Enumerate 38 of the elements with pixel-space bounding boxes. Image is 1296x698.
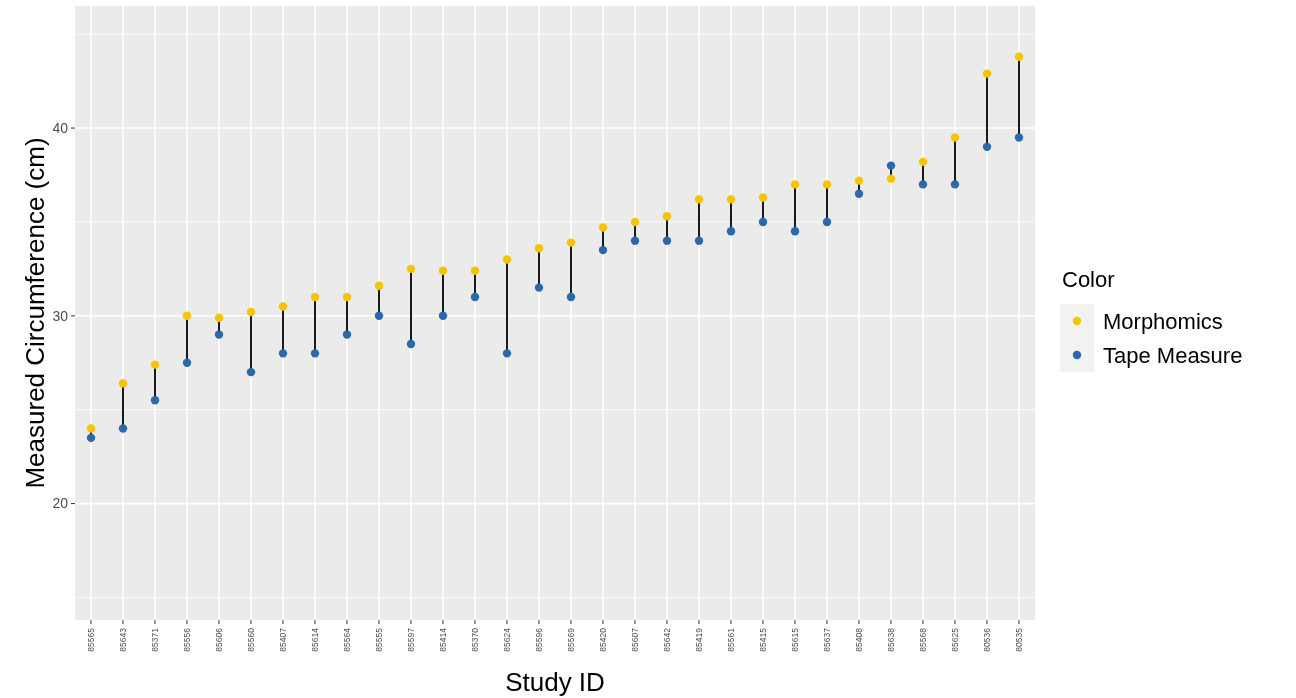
x-tick-label: 85568 <box>917 627 928 652</box>
x-tick-label: 80536 <box>981 627 992 652</box>
y-tick-label: 30 <box>52 307 69 324</box>
x-tick-label: 85408 <box>853 627 864 652</box>
x-tick-label: 80535 <box>1013 627 1024 652</box>
x-tick-label: 85643 <box>117 627 128 652</box>
y-axis-title: Measured Circumference (cm) <box>20 137 50 489</box>
legend-label: Morphomics <box>1103 308 1223 334</box>
x-tick-label: 85614 <box>309 627 320 652</box>
x-tick-label: 85607 <box>629 627 640 652</box>
x-tick-label: 85415 <box>757 627 768 652</box>
x-tick-label: 85606 <box>213 627 224 652</box>
x-tick-label: 85638 <box>885 627 896 652</box>
x-tick-label: 85555 <box>373 627 384 652</box>
x-tick-label: 85407 <box>277 627 288 652</box>
x-tick-label: 85597 <box>405 627 416 652</box>
x-tick-label: 85414 <box>437 627 448 652</box>
y-tick-label: 40 <box>52 119 69 136</box>
x-tick-label: 85637 <box>821 627 832 652</box>
x-tick-label: 85625 <box>949 627 960 652</box>
x-tick-label: 85569 <box>565 627 576 652</box>
x-tick-label: 85560 <box>245 627 256 652</box>
x-tick-label: 85419 <box>693 627 704 652</box>
x-tick-label: 85642 <box>661 627 672 652</box>
x-axis-title: Study ID <box>505 667 605 697</box>
x-tick-label: 85556 <box>181 627 192 652</box>
x-tick-label: 85564 <box>341 627 352 652</box>
legend-label: Tape Measure <box>1103 342 1243 368</box>
x-tick-label: 85561 <box>725 627 736 652</box>
x-tick-label: 85565 <box>85 627 96 652</box>
x-tick-label: 85371 <box>149 627 160 652</box>
x-tick-label: 85370 <box>469 627 480 652</box>
x-tick-label: 85596 <box>533 627 544 652</box>
x-tick-label: 85624 <box>501 627 512 652</box>
y-tick-label: 20 <box>52 495 69 512</box>
x-tick-label: 85420 <box>597 627 608 652</box>
x-tick-label: 85615 <box>789 627 800 652</box>
legend-title: Color <box>1062 267 1115 292</box>
